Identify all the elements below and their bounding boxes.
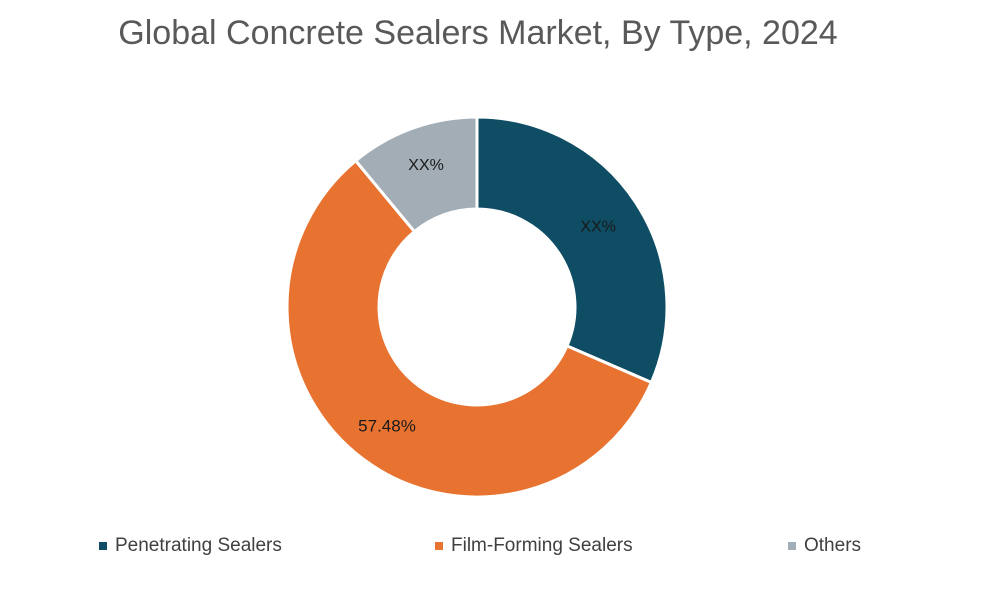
- chart-legend: Penetrating Sealers Film-Forming Sealers…: [0, 535, 984, 559]
- legend-swatch: [435, 542, 443, 550]
- data-label: 57.48%: [358, 416, 416, 435]
- data-label: XX%: [408, 157, 444, 174]
- legend-swatch: [788, 542, 796, 550]
- slice-film-forming-sealers[interactable]: [285, 158, 654, 499]
- legend-label: Film-Forming Sealers: [451, 535, 633, 556]
- legend-item-film-forming-sealers[interactable]: Film-Forming Sealers: [435, 535, 633, 557]
- legend-label: Penetrating Sealers: [115, 535, 282, 556]
- legend-item-penetrating-sealers[interactable]: Penetrating Sealers: [99, 535, 282, 557]
- slice-others[interactable]: [353, 115, 479, 234]
- legend-label: Others: [804, 535, 862, 556]
- chart-title: Global Concrete Sealers Market, By Type,…: [118, 14, 838, 52]
- legend-item-others[interactable]: Others: [788, 535, 861, 557]
- data-label: XX%: [580, 219, 616, 236]
- legend-swatch: [99, 542, 107, 550]
- slice-penetrating-sealers[interactable]: [475, 115, 669, 385]
